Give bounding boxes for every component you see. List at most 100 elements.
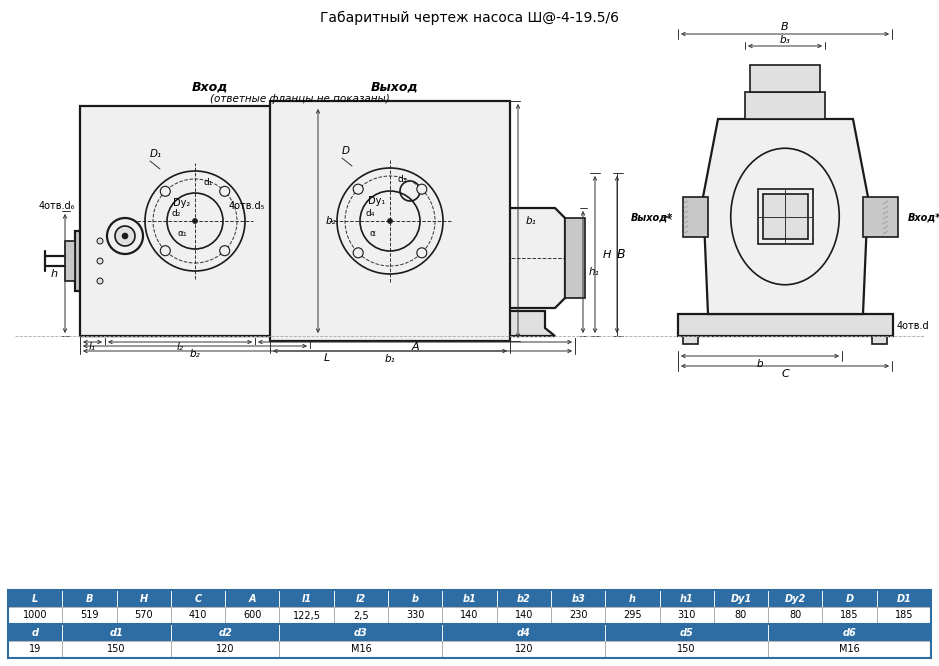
Bar xyxy=(763,194,808,239)
Bar xyxy=(333,590,388,607)
Circle shape xyxy=(192,218,197,224)
Text: 185: 185 xyxy=(895,611,913,621)
Circle shape xyxy=(107,218,143,254)
Bar xyxy=(171,641,280,658)
Bar xyxy=(823,590,877,607)
Circle shape xyxy=(400,181,420,201)
Text: 140: 140 xyxy=(460,611,479,621)
Text: Dy₁: Dy₁ xyxy=(368,196,385,206)
Bar xyxy=(8,641,62,658)
Circle shape xyxy=(417,184,427,194)
Bar xyxy=(360,173,460,208)
Text: d1: d1 xyxy=(110,627,123,637)
Circle shape xyxy=(220,186,230,196)
Bar xyxy=(225,590,280,607)
Text: 140: 140 xyxy=(515,611,533,621)
Text: h₁: h₁ xyxy=(589,267,600,277)
Text: Вход*: Вход* xyxy=(908,212,939,222)
Bar xyxy=(606,624,768,641)
Text: 330: 330 xyxy=(406,611,424,621)
Bar xyxy=(872,336,887,344)
Text: H: H xyxy=(140,593,147,603)
Circle shape xyxy=(353,184,363,194)
Text: b₃: b₃ xyxy=(779,35,791,45)
Text: b1: b1 xyxy=(463,593,476,603)
Text: d3: d3 xyxy=(354,627,368,637)
Bar xyxy=(606,590,659,607)
Bar xyxy=(768,607,823,624)
Bar xyxy=(8,590,931,658)
Text: C: C xyxy=(781,369,789,379)
Circle shape xyxy=(388,218,393,224)
Bar xyxy=(745,92,825,119)
Bar xyxy=(270,101,510,341)
Bar xyxy=(65,241,75,281)
Bar xyxy=(768,641,931,658)
Text: B: B xyxy=(781,22,789,32)
Bar xyxy=(8,590,62,607)
Text: Dy1: Dy1 xyxy=(731,593,751,603)
Bar xyxy=(62,624,171,641)
Bar xyxy=(606,641,768,658)
Text: d₂: d₂ xyxy=(172,208,181,218)
Bar xyxy=(62,590,116,607)
Bar xyxy=(714,590,768,607)
Bar xyxy=(8,624,62,641)
Bar xyxy=(115,226,175,296)
Text: 1000: 1000 xyxy=(23,611,47,621)
Bar xyxy=(125,236,165,286)
Bar xyxy=(659,590,714,607)
Text: 4отв.d: 4отв.d xyxy=(897,321,930,331)
Bar xyxy=(138,321,162,336)
Text: α₁: α₁ xyxy=(177,229,187,238)
Text: b2: b2 xyxy=(516,593,531,603)
Text: Dy₂: Dy₂ xyxy=(173,198,190,208)
Text: L: L xyxy=(32,593,38,603)
Text: 519: 519 xyxy=(80,611,99,621)
Text: d4: d4 xyxy=(516,627,531,637)
Polygon shape xyxy=(80,311,555,336)
Text: M16: M16 xyxy=(839,645,860,655)
Bar xyxy=(8,607,62,624)
Circle shape xyxy=(122,233,128,239)
Circle shape xyxy=(353,248,363,258)
Text: M16: M16 xyxy=(350,645,371,655)
Text: 310: 310 xyxy=(678,611,696,621)
Bar xyxy=(171,607,225,624)
Text: l₁: l₁ xyxy=(88,342,96,352)
Polygon shape xyxy=(703,119,868,314)
Text: 120: 120 xyxy=(216,645,235,655)
Bar xyxy=(750,65,820,92)
Text: d6: d6 xyxy=(842,627,856,637)
Bar xyxy=(62,607,116,624)
Text: 80: 80 xyxy=(735,611,747,621)
Text: H: H xyxy=(603,250,611,260)
Bar xyxy=(565,218,585,298)
Text: l₂: l₂ xyxy=(177,342,183,352)
Text: D1: D1 xyxy=(897,593,911,603)
Text: b₂: b₂ xyxy=(326,216,337,226)
Bar xyxy=(877,590,931,607)
Circle shape xyxy=(115,226,135,246)
Text: d5: d5 xyxy=(680,627,694,637)
Bar xyxy=(333,607,388,624)
Bar xyxy=(659,607,714,624)
Text: L: L xyxy=(324,353,331,363)
Text: 295: 295 xyxy=(623,611,641,621)
Text: d₁: d₁ xyxy=(203,178,212,187)
Text: 150: 150 xyxy=(107,645,126,655)
Circle shape xyxy=(97,258,103,264)
Bar xyxy=(280,624,442,641)
Text: Выход: Выход xyxy=(371,81,419,94)
Text: b: b xyxy=(757,359,763,369)
Bar xyxy=(863,197,898,237)
Bar xyxy=(551,607,606,624)
Text: 120: 120 xyxy=(515,645,533,655)
Text: (ответные фланцы не показаны): (ответные фланцы не показаны) xyxy=(210,94,390,104)
Text: α: α xyxy=(370,229,376,238)
Text: b₁: b₁ xyxy=(526,216,537,226)
Text: 600: 600 xyxy=(243,611,261,621)
Bar xyxy=(255,226,300,296)
Bar xyxy=(442,624,606,641)
Circle shape xyxy=(161,186,170,196)
